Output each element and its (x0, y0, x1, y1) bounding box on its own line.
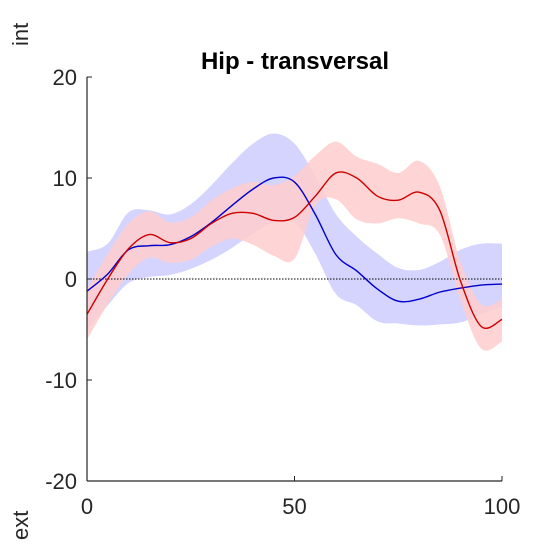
top-side-label: int (8, 23, 33, 46)
x-tick-label: 0 (81, 494, 93, 519)
y-tick-label: 0 (65, 267, 77, 292)
line-series-1 (86, 176, 503, 303)
bottom-side-label: ext (8, 511, 33, 540)
band-series-2 (87, 141, 502, 351)
y-tick-label: -20 (45, 469, 77, 494)
band-series-1 (87, 133, 502, 330)
y-tick-label: -10 (45, 368, 77, 393)
y-tick-label: 20 (53, 65, 77, 90)
y-tick-label: 10 (53, 166, 77, 191)
x-tick-label: 50 (282, 494, 306, 519)
x-tick-label: 100 (484, 494, 521, 519)
chart-title: Hip - transversal (201, 48, 389, 75)
line-series-2 (86, 171, 503, 329)
mean-lines (86, 171, 503, 329)
confidence-bands (87, 133, 502, 351)
